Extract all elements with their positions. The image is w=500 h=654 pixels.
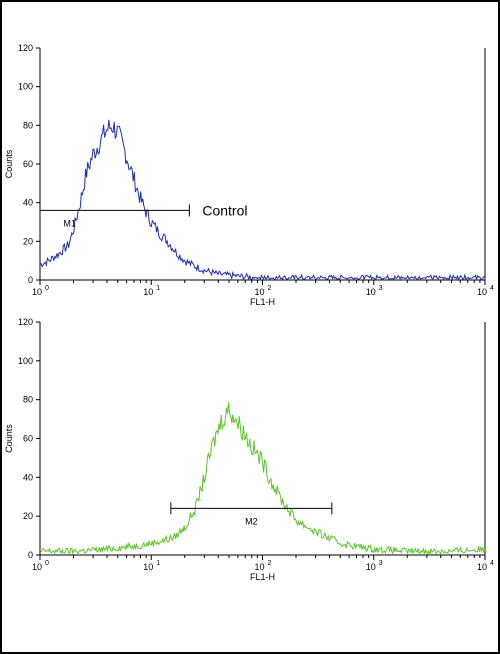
panel-2-x-tick-exponent: 1: [156, 560, 160, 567]
panel-1-axes: [39, 48, 485, 281]
panel-1-x-tick-label: 10: [366, 287, 376, 297]
panel-2-y-tick-label: 100: [18, 356, 33, 366]
panel-1-annotation: Control: [202, 202, 247, 218]
panel-1-x-tick-exponent: 2: [268, 285, 272, 292]
panel-1-y-tick-label: 100: [18, 82, 33, 92]
panel-1-y-tick-label: 20: [23, 236, 33, 246]
panel-2-x-tick-label: 10: [32, 562, 42, 572]
panel-2-y-axis-title: Counts: [4, 424, 14, 453]
panel-2-axes: [39, 322, 485, 556]
panel-2-gate-label: M2: [245, 516, 258, 526]
panel-1-x-tick-label: 10: [143, 287, 153, 297]
panel-2-y-tick-label: 80: [23, 395, 33, 405]
panel-2-y-tick-label: 120: [18, 317, 33, 327]
panel-2-series-line: [39, 402, 486, 557]
panel-2-y-tick-label: 20: [23, 511, 33, 521]
panel-2-x-axis-title: FL1-H: [250, 572, 275, 582]
panel-1-y-tick-label: 60: [23, 159, 33, 169]
panel-1-x-tick-exponent: 4: [490, 285, 494, 292]
panel-2-x-tick-label: 10: [143, 562, 153, 572]
panel-1-x-tick-exponent: 1: [156, 285, 160, 292]
panel-1-x-tick-exponent: 0: [45, 285, 49, 292]
panel-1-y-tick-label: 120: [18, 43, 33, 53]
panel-1-gate-label: M1: [63, 218, 76, 228]
panel-1-x-tick-exponent: 3: [379, 285, 383, 292]
panel-2-y-tick-label: 40: [23, 472, 33, 482]
panel-2-x-tick-exponent: 0: [45, 560, 49, 567]
panel-2-x-tick-label: 10: [254, 562, 264, 572]
panel-1-x-axis-title: FL1-H: [250, 297, 275, 307]
panel-1-x-tick-label: 10: [32, 287, 42, 297]
panel-2-y-tick-label: 60: [23, 434, 33, 444]
panel-1-x-tick-label: 10: [477, 287, 487, 297]
panel-1-y-axis-title: Counts: [4, 149, 14, 178]
panel-1-x-tick-label: 10: [254, 287, 264, 297]
panel-1-y-tick-label: 40: [23, 198, 33, 208]
panel-2-x-tick-label: 10: [366, 562, 376, 572]
panel-1-y-tick-label: 80: [23, 120, 33, 130]
panel-2-x-tick-exponent: 2: [268, 560, 272, 567]
panel-1-series-line: [39, 119, 486, 282]
panel-1-y-tick-label: 0: [28, 275, 33, 285]
panel-2-x-tick-exponent: 3: [379, 560, 383, 567]
panel-2-x-tick-label: 10: [477, 562, 487, 572]
panel-2-y-tick-label: 0: [28, 550, 33, 560]
panel-2-x-tick-exponent: 4: [490, 560, 494, 567]
